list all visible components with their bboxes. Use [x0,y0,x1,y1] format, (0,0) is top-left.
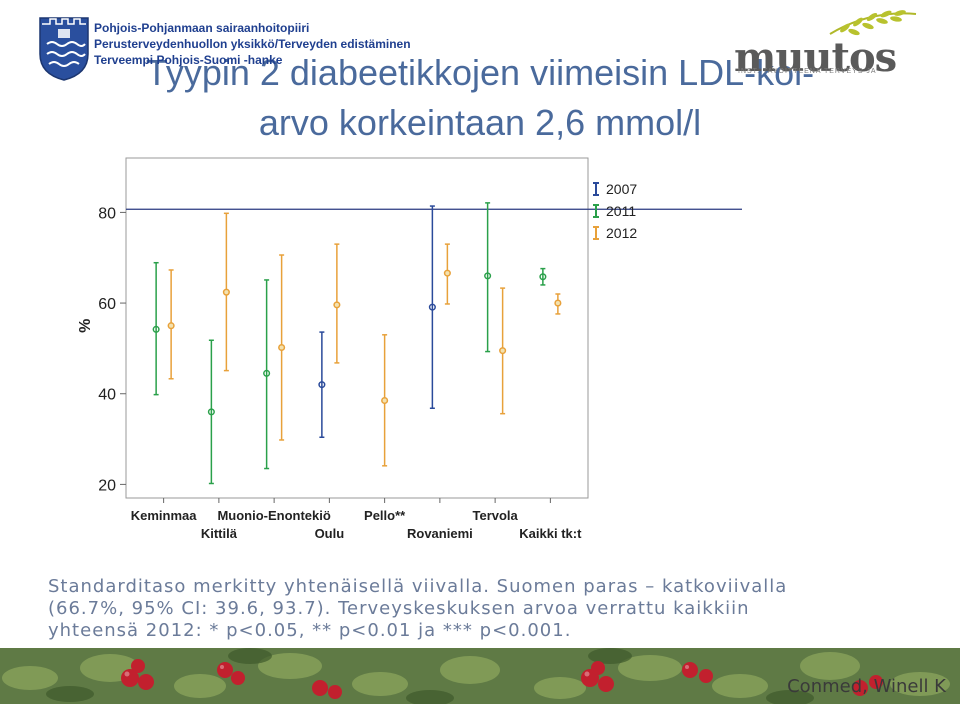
x-category-label: Muonio-Enontekiö [217,508,330,523]
slide-title: Tyypin 2 diabeetikkojen viimeisin LDL-ko… [0,48,960,148]
logo-subtext: INST. TAVOITTEENA TERVEYS JA [738,68,877,75]
org-line-2: Perusterveydenhuollon yksikkö/Terveyden … [94,37,411,51]
mean-point [443,269,451,277]
legend-label: 2012 [606,225,637,241]
y-tick-label: 60 [98,296,116,313]
y-tick-label: 20 [98,477,116,494]
chart-legend: 2007 2011 2012 [593,181,637,241]
mean-point [539,273,547,281]
muutos-logo: muutos INST. TAVOITTEENA TERVEYS JA [730,8,930,81]
legend-label: 2007 [606,181,637,197]
mean-point [499,347,507,355]
chart-marks [126,202,742,485]
x-category-label: Pello** [364,508,406,523]
y-axis-label: % [77,319,94,333]
mean-point [167,322,175,330]
legend-label: 2011 [606,203,636,219]
footnote-line-3: yhteensä 2012: * p<0.05, ** p<0.01 ja **… [48,620,572,641]
mean-point [318,381,326,389]
x-category-label: Oulu [315,526,345,541]
mean-point [263,369,271,377]
mean-point [222,288,230,296]
x-category-label: Kaikki tk:t [519,526,582,541]
mean-point [207,408,215,416]
org-line-3: Terveempi Pohjois-Suomi -hanke [94,53,283,67]
x-category-label: Kittilä [201,526,238,541]
title-line-1: Tyypin 2 diabeetikkojen viimeisin LDL-ko… [145,52,815,93]
mean-point [333,301,341,309]
organization-header: Pohjois-Pohjanmaan sairaanhoitopiiri Per… [94,20,411,68]
mean-point [278,343,286,352]
y-tick-label: 80 [98,205,116,222]
mean-point [554,299,562,307]
coat-of-arms-icon [39,17,89,81]
x-category-label: Keminmaa [131,508,198,523]
plot-frame [125,157,589,499]
footnote-line-2: (66.7%, 95% CI: 39.6, 93.7). Terveyskesk… [48,598,750,619]
lingonberry-photo [0,648,960,704]
mean-point [381,396,389,405]
y-tick-label: 40 [98,387,116,404]
leaf-icon [829,10,917,36]
mean-point [484,272,492,280]
title-line-2: arvo korkeintaan 2,6 mmol/l [258,102,702,143]
org-line-1: Pohjois-Pohjanmaan sairaanhoitopiiri [94,21,310,35]
mean-point [428,303,436,311]
photo-credit: Conmed, Winell K [787,676,946,697]
x-category-label: Tervola [472,508,518,523]
footnote-line-1: Standarditaso merkitty yhtenäisellä viiv… [48,576,788,597]
mean-point [152,325,160,333]
logo-text: muutos [734,34,897,81]
footnote: Standarditaso merkitty yhtenäisellä viiv… [48,576,948,642]
x-category-label: Rovaniemi [407,526,473,541]
